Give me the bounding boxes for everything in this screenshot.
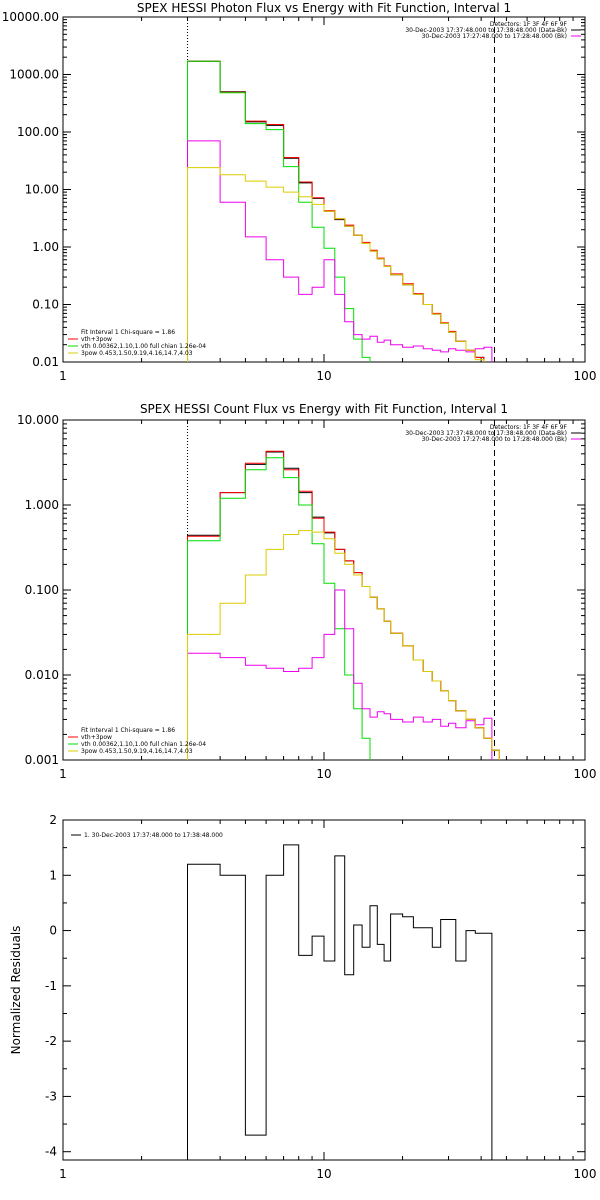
y-tick-label: 100.00	[17, 125, 59, 139]
legend-bottom-left-entry: Fit Interval 1 Chi-square = 1.86	[81, 329, 175, 336]
x-tick-label: 100	[574, 369, 597, 383]
legend-bottom-left-entry: 3pow 0.453,1.50,9.19,4.16,14.7,4.03	[81, 350, 193, 357]
legend-bottom-left-entry: vth+3pow	[81, 336, 112, 343]
x-tick-label: 10	[316, 369, 331, 383]
y-tick-label: -2	[45, 1034, 57, 1048]
y-axis-label: Normalized Residuals	[9, 926, 23, 1055]
series-group	[187, 450, 500, 760]
series-line-0	[187, 60, 485, 362]
series-line-2	[187, 457, 371, 760]
series-line-4	[187, 167, 485, 362]
legend-top-right-entry: 30-Dec-2003 17:37:48.000 to 17:38:48.000…	[405, 430, 567, 437]
y-tick-label: 10.000	[17, 413, 59, 427]
chart-title: SPEX HESSI Count Flux vs Energy with Fit…	[140, 402, 508, 416]
legend-bottom-left-entry: 3pow 0.453,1.50,9.19,4.16,14.7,4.03	[81, 748, 193, 755]
y-tick-label: -3	[45, 1089, 57, 1103]
plot-frame	[62, 819, 586, 1161]
series-group	[187, 844, 493, 1160]
y-tick-label: 0.10	[32, 298, 59, 312]
legend-bottom-left-entry: vth 0.00362,1.10,1.00 full chian 1.26e-0…	[81, 741, 206, 748]
legend-top-right-entry: 30-Dec-2003 17:37:48.000 to 17:38:48.000…	[405, 27, 567, 34]
y-tick-label: 1000.00	[9, 68, 59, 82]
y-tick-label: 10000.00	[2, 10, 59, 24]
series-line-3	[187, 140, 493, 362]
x-tick-label: 100	[574, 767, 597, 781]
legend-top-right-entry: Detectors: 1F 3F 4F 6F 9F	[490, 424, 568, 431]
y-tick-label: 1.000	[25, 498, 59, 512]
legend-bottom-left-entry: vth+3pow	[81, 734, 112, 741]
y-tick-label: -1	[45, 979, 57, 993]
y-tick-label: 0.100	[25, 583, 59, 597]
series-line-4	[187, 530, 500, 760]
plot-frame	[62, 419, 586, 761]
legend-top-left-entry: 1. 30-Dec-2003 17:37:48.000 to 17:38:48.…	[84, 832, 223, 839]
x-tick-label: 10	[316, 767, 331, 781]
series-line-1	[187, 450, 500, 760]
legend-bottom-left-entry: vth 0.00362,1.10,1.00 full chian 1.26e-0…	[81, 343, 206, 350]
legend-bottom-left-entry: Fit Interval 1 Chi-square = 1.86	[81, 727, 175, 734]
legend-top-right-entry: Detectors: 1F 3F 4F 6F 9F	[490, 21, 568, 28]
y-tick-label: 0	[49, 924, 57, 938]
y-tick-label: 2	[49, 813, 57, 827]
series-line-3	[187, 589, 493, 760]
x-tick-label: 10	[316, 1167, 331, 1181]
legend-top-right-entry: 30-Dec-2003 17:27:48.000 to 17:28:48.000…	[422, 436, 567, 443]
legend-top-right-entry: 30-Dec-2003 17:27:48.000 to 17:28:48.000…	[422, 33, 567, 40]
y-tick-label: 1.00	[32, 240, 59, 254]
series-line-1	[187, 60, 485, 362]
x-tick-label: 1	[59, 369, 67, 383]
y-tick-label: 10.00	[25, 183, 59, 197]
plot-frame	[62, 16, 586, 363]
y-tick-label: 0.01	[32, 355, 59, 369]
x-tick-label: 1	[59, 1167, 67, 1181]
y-tick-label: 0.001	[25, 753, 59, 767]
y-tick-label: -4	[45, 1145, 57, 1159]
x-tick-label: 100	[574, 1167, 597, 1181]
series-line-0	[187, 844, 493, 1160]
x-tick-label: 1	[59, 767, 67, 781]
y-tick-label: 0.010	[25, 668, 59, 682]
series-group	[187, 60, 493, 362]
chart-title: SPEX HESSI Photon Flux vs Energy with Fi…	[137, 1, 511, 15]
series-line-0	[187, 451, 500, 760]
y-tick-label: 1	[49, 868, 57, 882]
series-line-2	[187, 60, 371, 362]
